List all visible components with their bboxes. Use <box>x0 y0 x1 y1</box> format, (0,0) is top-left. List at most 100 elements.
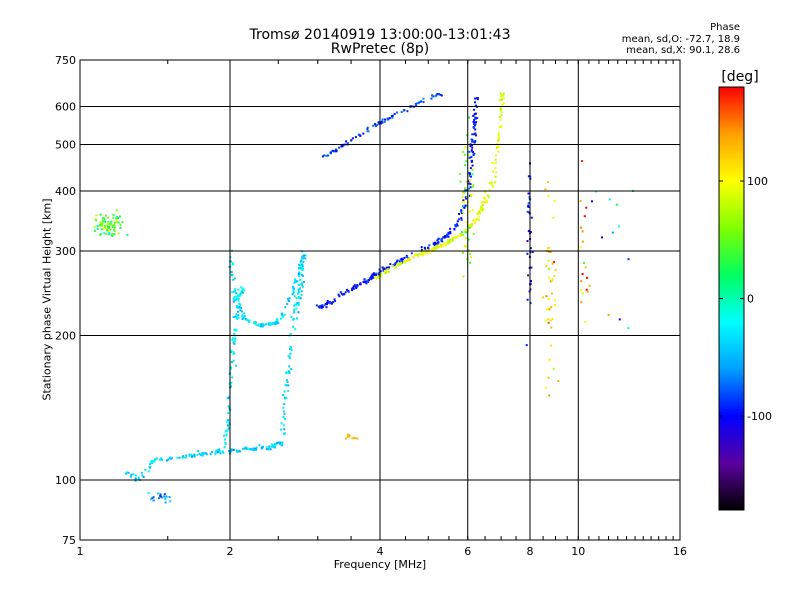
data-point <box>455 223 458 226</box>
data-point <box>150 498 153 501</box>
data-point <box>424 252 426 255</box>
data-point <box>459 180 462 183</box>
axis-ticks: 1 2 4 6 8 10 16 75 100 200 300 400 500 600 750 <box>55 54 687 558</box>
data-point <box>471 223 473 226</box>
data-point <box>159 493 162 496</box>
data-point <box>446 242 449 245</box>
data-point <box>468 116 470 119</box>
data-point <box>234 328 237 331</box>
data-point <box>551 262 554 265</box>
data-point <box>112 225 115 228</box>
data-point <box>264 323 267 326</box>
data-point <box>352 436 355 439</box>
data-point <box>362 132 365 135</box>
data-point <box>500 113 503 116</box>
data-point <box>398 260 401 263</box>
data-point <box>338 146 340 149</box>
data-point <box>301 285 304 288</box>
data-point <box>468 210 471 213</box>
data-point <box>468 156 471 159</box>
data-point <box>469 256 472 258</box>
data-point <box>473 152 476 155</box>
data-point <box>331 149 334 152</box>
data-point <box>265 445 268 448</box>
data-point <box>467 249 470 252</box>
data-point <box>134 477 137 480</box>
data-point <box>364 280 367 283</box>
data-point <box>461 233 464 236</box>
data-point <box>551 278 554 281</box>
data-point <box>268 445 271 448</box>
data-point <box>401 260 404 263</box>
data-point <box>104 220 107 223</box>
data-point <box>545 295 548 298</box>
data-point <box>550 292 553 295</box>
data-point <box>474 116 477 119</box>
data-point <box>141 474 144 477</box>
data-point <box>227 419 230 422</box>
data-point <box>544 319 547 322</box>
data-point <box>289 333 292 336</box>
data-point <box>588 284 591 287</box>
data-point <box>236 450 239 453</box>
data-point <box>484 201 487 203</box>
data-point <box>615 203 618 206</box>
data-point <box>288 365 291 368</box>
data-point <box>132 473 135 476</box>
data-point <box>461 251 464 254</box>
data-point <box>107 233 110 236</box>
data-point <box>96 227 99 230</box>
data-point <box>438 93 441 96</box>
data-point <box>548 268 550 271</box>
data-point <box>467 153 470 156</box>
data-point <box>585 288 588 291</box>
data-point <box>407 259 410 262</box>
data-point <box>371 273 374 276</box>
data-point <box>234 290 236 292</box>
data-point <box>253 321 256 324</box>
colorbar-tick-label: 0 <box>747 293 754 306</box>
data-point <box>272 322 275 325</box>
data-point <box>159 458 161 461</box>
data-point <box>299 260 302 263</box>
data-point <box>388 117 391 120</box>
data-point <box>465 134 468 137</box>
data-point <box>443 241 446 244</box>
data-point <box>373 273 376 276</box>
data-point <box>228 397 231 399</box>
data-point <box>292 325 294 328</box>
data-point <box>497 139 500 142</box>
data-point <box>182 456 185 459</box>
data-point <box>169 456 171 459</box>
data-point <box>245 447 248 450</box>
data-point <box>242 316 245 319</box>
data-point <box>386 117 389 120</box>
data-point <box>389 263 392 266</box>
data-point <box>157 492 160 495</box>
data-point <box>158 497 161 500</box>
data-point <box>553 261 555 263</box>
data-point <box>255 446 258 449</box>
data-point <box>269 448 272 451</box>
data-point <box>202 452 205 455</box>
data-point <box>472 183 475 186</box>
y-tick-label: 75 <box>62 534 76 547</box>
data-point <box>394 266 397 269</box>
data-point <box>496 145 499 148</box>
data-point <box>581 273 584 275</box>
data-point <box>481 204 484 207</box>
data-point <box>417 101 420 104</box>
data-point <box>419 101 422 103</box>
data-point <box>396 262 399 265</box>
data-point <box>285 379 288 382</box>
data-point <box>467 201 470 204</box>
data-point <box>548 247 551 249</box>
data-point <box>276 442 279 444</box>
data-point <box>126 471 129 474</box>
data-point <box>290 368 293 370</box>
data-point <box>366 127 369 130</box>
data-point <box>304 254 307 257</box>
data-point <box>526 298 529 301</box>
data-point <box>321 155 324 158</box>
data-point <box>315 304 318 307</box>
